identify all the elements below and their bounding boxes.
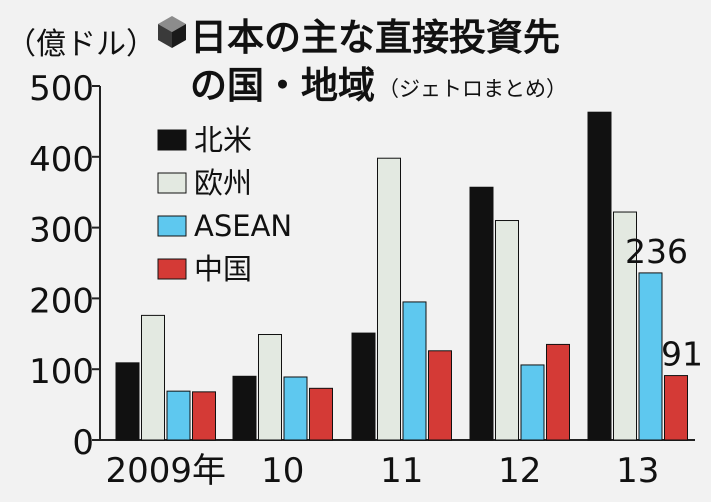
bar-north-america-0: [115, 362, 140, 441]
legend-label-china: 中国: [194, 252, 252, 286]
bar-europe-2: [377, 157, 401, 441]
y-tick-label: 500: [29, 69, 94, 109]
x-tick-label: 10: [261, 451, 304, 491]
bar-china-1: [309, 387, 333, 441]
chart-title-line2: の国・地域: [190, 64, 375, 107]
legend-label-asean: ASEAN: [194, 209, 292, 243]
bar-china-3: [546, 343, 570, 441]
bar-europe-0: [141, 314, 165, 441]
y-tick-label: 200: [29, 281, 94, 321]
legend-swatch-china: [157, 258, 187, 280]
bar-europe-4: [613, 211, 637, 441]
x-tick-label: 2009年: [105, 451, 226, 491]
data-labels-group: 236 91: [625, 232, 703, 374]
bar-china-4: [664, 375, 688, 441]
legend-label-north-america: 北米: [194, 123, 252, 157]
y-tick-label: 300: [29, 211, 94, 251]
cube-icon: [158, 16, 186, 48]
bar-asean-0: [166, 390, 191, 441]
x-tick-label: 13: [616, 451, 659, 491]
x-axis-labels: 2009年 10 11 12 13: [105, 451, 659, 491]
bar-asean-1: [283, 376, 308, 441]
bar-europe-3: [495, 220, 519, 441]
y-tick-label: 400: [29, 140, 94, 180]
bar-asean-3: [520, 364, 545, 441]
y-axis-ticks: 0 100 200 300 400 500: [29, 69, 100, 463]
legend-label-europe: 欧州: [194, 166, 252, 200]
legend: 北米 欧州 ASEAN 中国: [157, 123, 292, 286]
x-tick-label: 12: [498, 451, 541, 491]
bar-china-2: [428, 350, 452, 441]
legend-swatch-europe: [157, 172, 187, 194]
data-label-asean: 236: [625, 232, 688, 271]
bar-europe-1: [258, 334, 282, 441]
bar-north-america-1: [232, 375, 257, 441]
unit-label: （億ドル）: [6, 27, 156, 62]
bars-group: [115, 111, 688, 441]
bar-china-0: [192, 391, 216, 441]
y-tick-label: 0: [72, 423, 94, 463]
y-tick-label: 100: [29, 352, 94, 392]
bar-asean-2: [402, 301, 427, 441]
bar-north-america-3: [469, 186, 494, 441]
legend-swatch-north-america: [157, 129, 187, 151]
x-tick-label: 11: [380, 451, 423, 491]
data-label-china: 91: [661, 335, 703, 374]
chart-title-line1: 日本の主な直接投資先: [190, 16, 560, 59]
bar-north-america-4: [587, 111, 612, 441]
chart-source: （ジェトロまとめ）: [378, 77, 567, 101]
bar-north-america-2: [351, 332, 376, 441]
bar-asean-4: [638, 272, 663, 441]
legend-swatch-asean: [157, 215, 187, 237]
